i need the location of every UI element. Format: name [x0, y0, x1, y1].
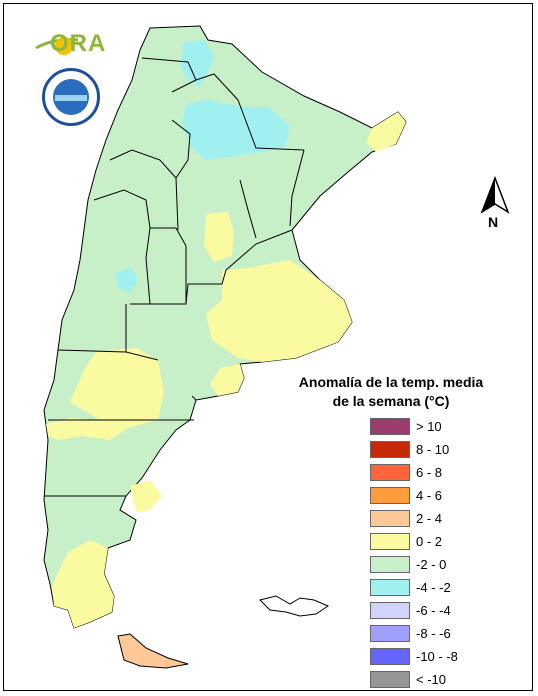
legend-label: 8 - 10	[416, 442, 450, 457]
anomaly-area-cold-cuyo	[116, 268, 138, 292]
legend-label: 4 - 6	[416, 488, 443, 503]
legend-title-line1: Anomalía de la temp. media	[298, 374, 484, 390]
legend-swatch	[370, 556, 410, 573]
legend-swatch	[370, 487, 410, 504]
legend-label: > 10	[416, 419, 442, 434]
legend-label: 6 - 8	[416, 465, 443, 480]
anomaly-area-warm-santa-cruz	[52, 540, 114, 628]
anomaly-area-cold-chaco	[182, 100, 290, 160]
legend-swatch	[370, 579, 410, 596]
anomaly-area-warm-patagonia-north	[70, 348, 164, 428]
legend-label: -4 - -2	[416, 580, 451, 595]
anomaly-area-warm-buenos-aires	[206, 260, 352, 362]
legend-swatch	[370, 418, 410, 435]
legend-label: 2 - 4	[416, 511, 443, 526]
north-label: N	[488, 214, 499, 230]
legend-label: < -10	[416, 672, 446, 687]
legend-swatch	[370, 648, 410, 665]
legend-swatch	[370, 464, 410, 481]
anomaly-area-warm-patagonia-coast	[130, 480, 162, 512]
north-arrow-icon	[480, 176, 510, 214]
legend-swatch	[370, 671, 410, 688]
legend-swatch	[370, 625, 410, 642]
malvinas-islands	[259, 595, 330, 617]
ora-logo: ORA	[34, 30, 107, 60]
anomaly-area-warm-coast	[210, 364, 244, 396]
seal-wave	[55, 95, 87, 101]
legend-label: 0 - 2	[416, 534, 443, 549]
legend-label: -6 - -4	[416, 603, 451, 618]
anomaly-area-cold-north	[180, 40, 214, 86]
legend-swatch	[370, 533, 410, 550]
legend-swatch	[370, 441, 410, 458]
anomaly-area-warm-patagonia-west	[46, 418, 128, 440]
province-boundaries	[44, 57, 305, 497]
legend-title: Anomalía de la temp. media de la semana …	[296, 373, 486, 411]
legend-swatch	[370, 510, 410, 527]
tierra-del-fuego	[117, 633, 189, 669]
smn-seal-logo	[42, 68, 100, 126]
anomaly-area-warm-litoral	[366, 112, 406, 152]
anomaly-area-warm-cordoba	[204, 212, 234, 262]
legend-swatch	[370, 602, 410, 619]
legend-label: -8 - -6	[416, 626, 451, 641]
ora-swoosh-icon	[35, 37, 79, 55]
legend-title-line2: de la semana (°C)	[332, 393, 450, 409]
ora-logo-text: ORA	[50, 30, 107, 57]
legend-label: -10 - -8	[416, 649, 458, 664]
legend-label: -2 - 0	[416, 557, 447, 572]
